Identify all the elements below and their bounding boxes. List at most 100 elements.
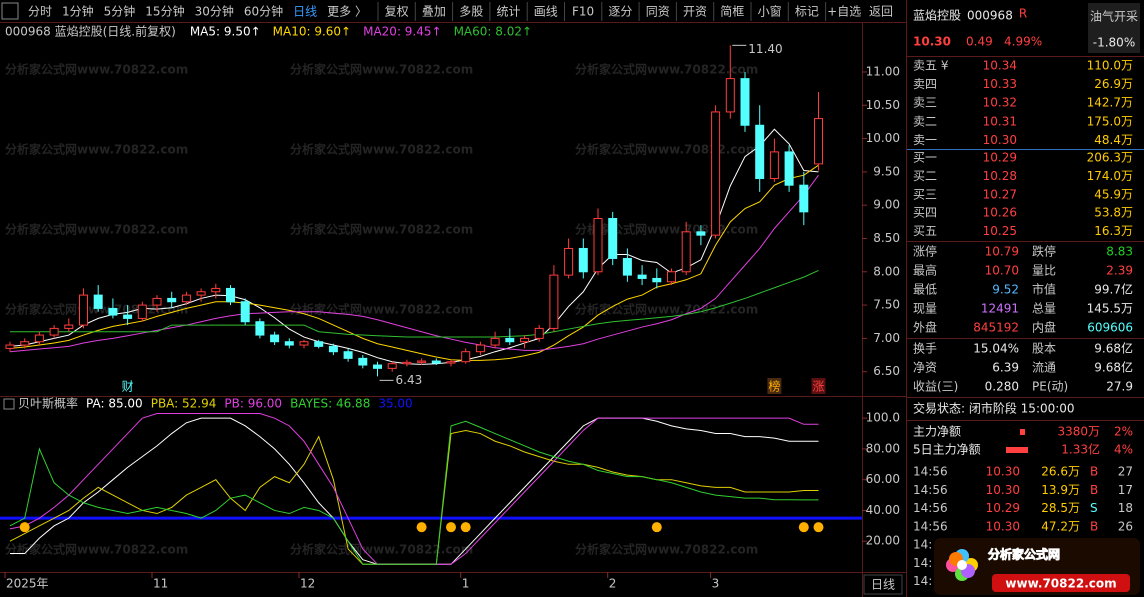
y-tick-label: 7.00 [873, 331, 900, 345]
book-volume: 16.3万 [1094, 224, 1133, 238]
tool-button[interactable]: 逐分 [608, 5, 632, 19]
book-volume: 110.0万 [1087, 59, 1133, 73]
candle-body [299, 341, 309, 346]
candle-body [20, 341, 30, 346]
candle-body [387, 363, 397, 369]
candle-body [622, 257, 632, 276]
y-tick-label: 9.50 [873, 164, 900, 178]
book-price: 10.27 [983, 187, 1017, 201]
indicator-title: 贝叶斯概率 [18, 396, 78, 411]
logo-center [957, 560, 967, 570]
tick-price: 10.30 [986, 483, 1020, 497]
stat-label: PE(动) [1032, 380, 1068, 394]
stat-value: 0.280 [985, 380, 1019, 394]
tool-button[interactable]: 多股 [459, 5, 483, 19]
candle-body [725, 78, 735, 113]
stat-value: 27.9 [1106, 380, 1133, 394]
logo-name: 分析家公式网 [988, 547, 1060, 562]
period-tab[interactable]: 15分钟 [145, 4, 184, 19]
book-volume: 26.9万 [1094, 77, 1133, 91]
tool-button[interactable]: 叠加 [422, 5, 446, 19]
watermark: 分析家公式网www.70822.com [290, 142, 473, 157]
book-volume: 206.3万 [1087, 151, 1133, 165]
stock-name: 蓝焰控股 [913, 8, 961, 23]
tool-button[interactable]: 统计 [496, 5, 520, 19]
watermark: 分析家公式网www.70822.com [575, 302, 758, 317]
tool-button[interactable]: +自选 [827, 5, 861, 19]
y-tick-label: 40.00 [866, 503, 900, 517]
ma-legend: MA60: 8.02↑ [454, 25, 532, 39]
logo-url-bg [992, 574, 1130, 592]
stat-label: 外盘 [913, 320, 937, 335]
sector-pct: -1.80% [1093, 36, 1135, 50]
period-tab[interactable]: 更多 〉 [327, 5, 367, 19]
menu-icon[interactable] [1, 2, 19, 20]
watermark: 分析家公式网www.70822.com [5, 542, 188, 557]
tool-button[interactable]: 标记 [795, 5, 819, 19]
sector-box[interactable] [1088, 3, 1140, 53]
book-price: 10.31 [983, 114, 1017, 128]
candle-body [784, 151, 794, 186]
candle-body [314, 341, 324, 347]
period-tab[interactable]: 60分钟 [244, 4, 283, 19]
period-tab[interactable]: 30分钟 [195, 4, 234, 19]
tick-price: 10.29 [986, 501, 1020, 515]
book-label: 卖三 [913, 96, 937, 110]
tool-button[interactable]: F10 [572, 5, 594, 19]
stat-value: 2.39 [1106, 264, 1133, 278]
tick-time: 14: [913, 556, 932, 570]
low-label: 6.43 [396, 373, 423, 387]
tick-count: 27 [1118, 465, 1133, 479]
book-volume: 48.4万 [1094, 133, 1133, 147]
candle-body [108, 307, 118, 316]
candle-body [431, 360, 441, 364]
candle-body [652, 277, 662, 283]
candle-body [711, 111, 721, 236]
stat-value: 9.52 [992, 283, 1019, 297]
book-label: 卖四 [913, 77, 937, 91]
y-tick-label: 6.50 [873, 364, 900, 378]
event-marker[interactable]: 财 [122, 380, 134, 394]
candle-body [578, 247, 588, 273]
tool-button[interactable]: 简框 [720, 5, 744, 19]
y-tick-label: 8.50 [873, 231, 900, 245]
tool-button[interactable]: 同资 [646, 5, 670, 19]
stat-label: 总量 [1032, 302, 1056, 316]
period-tab[interactable]: 1分钟 [62, 4, 94, 19]
flow-bar [1006, 447, 1028, 453]
tool-button[interactable]: 开资 [683, 5, 707, 19]
watermark: 分析家公式网www.70822.com [575, 542, 758, 557]
event-marker[interactable]: 榜 [768, 379, 780, 394]
period-tab[interactable]: 日线 [293, 5, 317, 19]
watermark: 分析家公式网www.70822.com [290, 222, 473, 237]
candle-body [49, 327, 59, 336]
stat-label: 股本 [1032, 342, 1056, 356]
tool-button[interactable]: 复权 [385, 5, 409, 19]
book-price: 10.34 [983, 59, 1017, 73]
tick-time: 14: [913, 574, 932, 588]
watermark: 分析家公式网www.70822.com [5, 62, 188, 77]
back-button[interactable]: 返回 [869, 5, 893, 19]
candle-body [5, 344, 15, 349]
event-marker[interactable]: 涨 [812, 379, 824, 394]
badge: R [1019, 7, 1027, 21]
period-tab[interactable]: 分时 [28, 5, 52, 19]
watermark: 分析家公式网www.70822.com [290, 62, 473, 77]
stat-value: 9.68亿 [1094, 360, 1133, 375]
y-tick-label: 9.00 [873, 198, 900, 212]
candle-body [240, 301, 250, 323]
stat-label: 市值 [1032, 282, 1056, 297]
book-price: 10.29 [983, 151, 1017, 165]
candle-body [328, 345, 338, 353]
tool-button[interactable]: 小窗 [758, 5, 782, 19]
tool-button[interactable]: 画线 [534, 5, 558, 19]
candle-body [284, 341, 294, 346]
x-tick-label: 11 [153, 577, 168, 591]
book-volume: 142.7万 [1087, 96, 1133, 110]
candle-body [549, 274, 559, 329]
ma-legend: MA20: 9.45↑ [363, 25, 441, 39]
period-tab[interactable]: 5分钟 [104, 4, 136, 19]
tick-volume: 28.5万 [1041, 501, 1080, 515]
candle-body [490, 337, 500, 346]
